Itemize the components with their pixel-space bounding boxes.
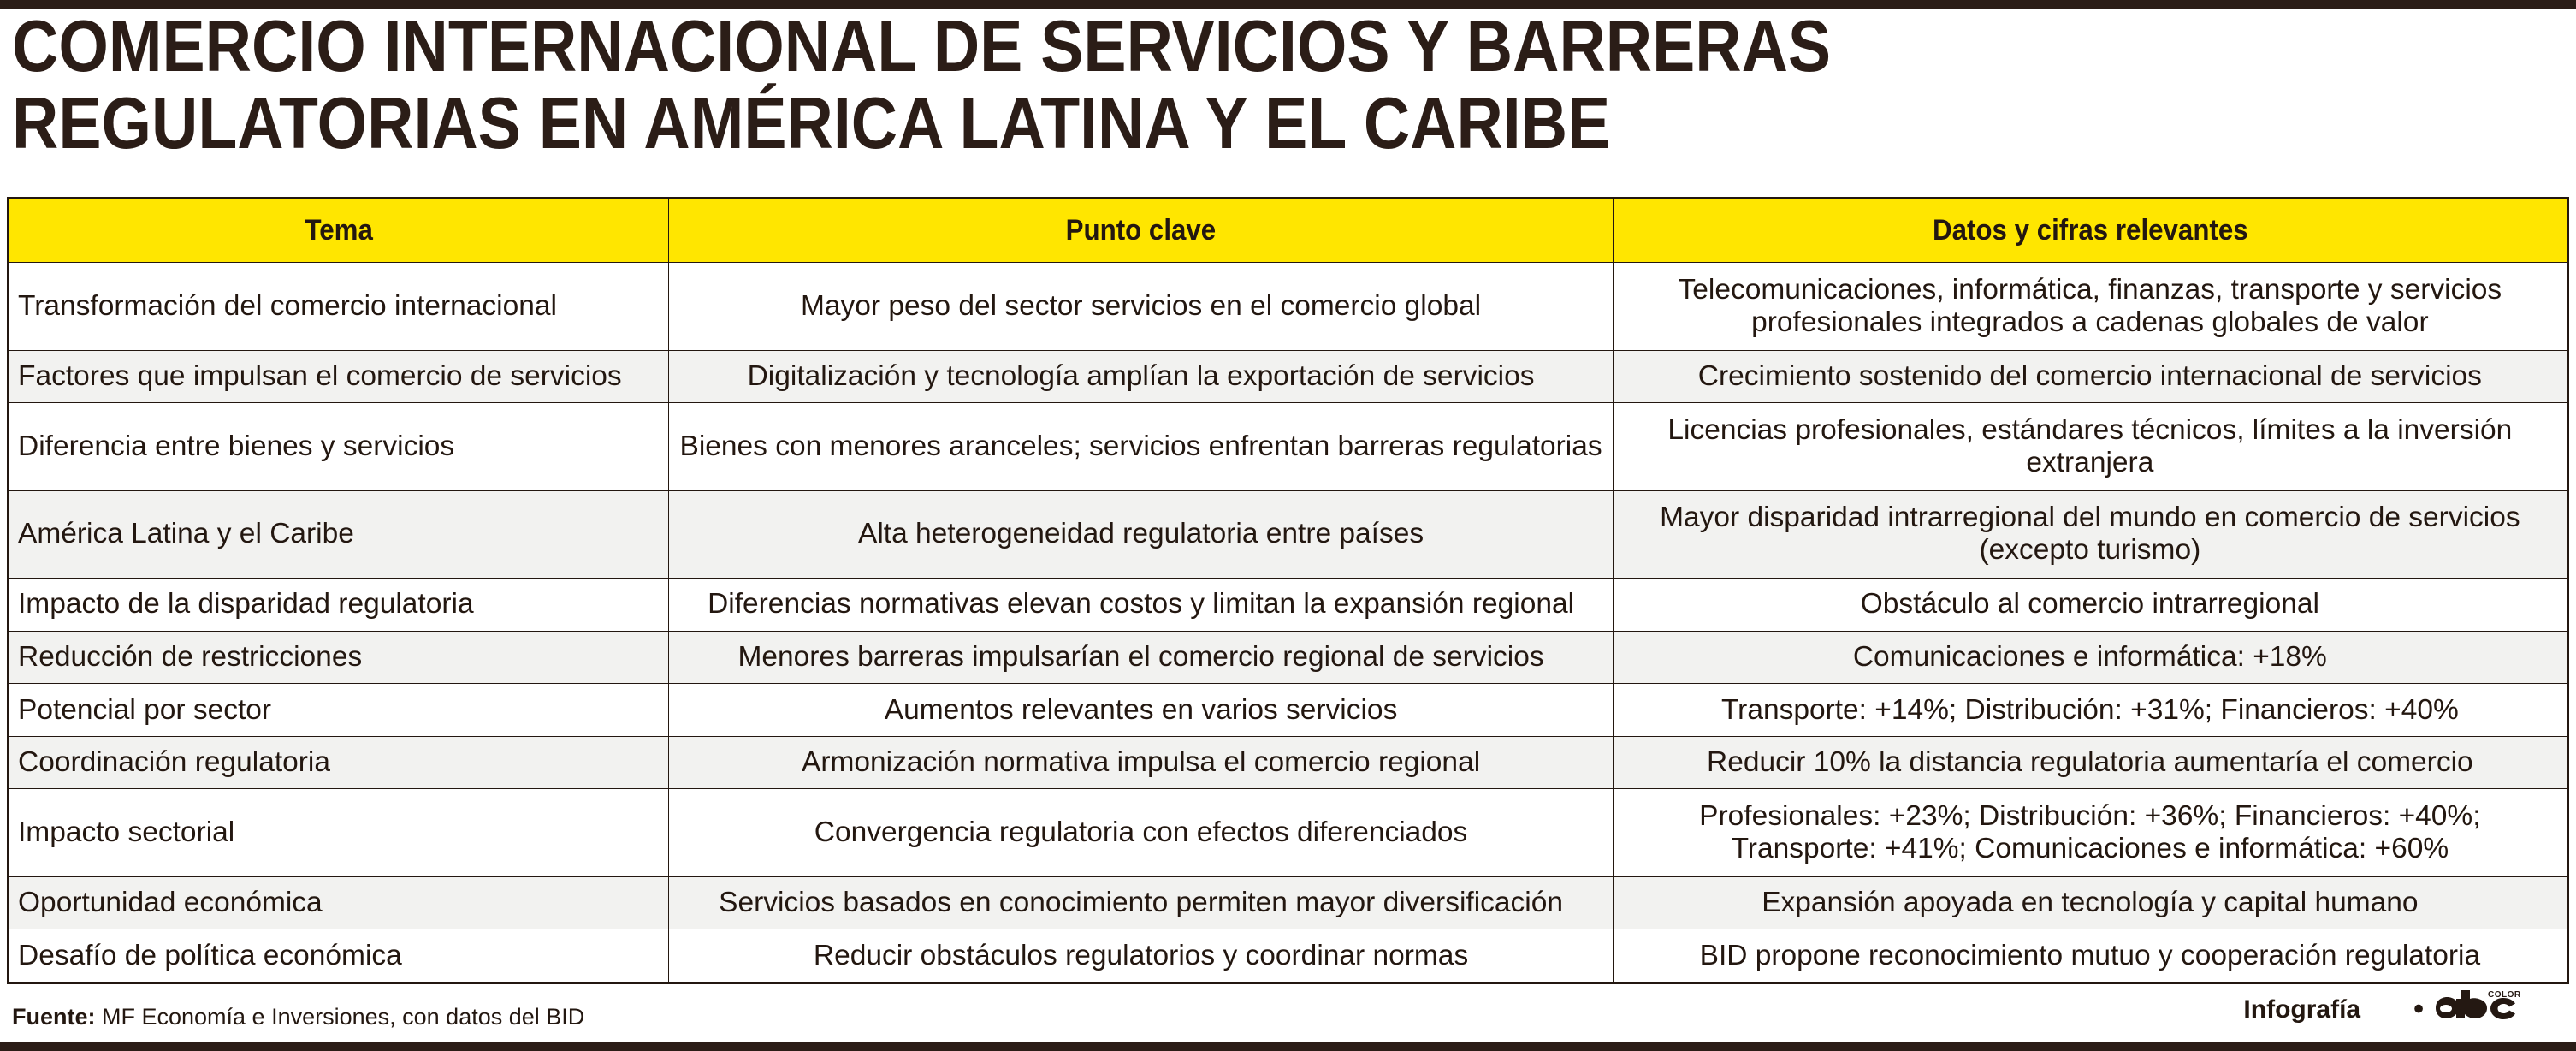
svg-text:COLOR: COLOR (2488, 990, 2521, 1000)
